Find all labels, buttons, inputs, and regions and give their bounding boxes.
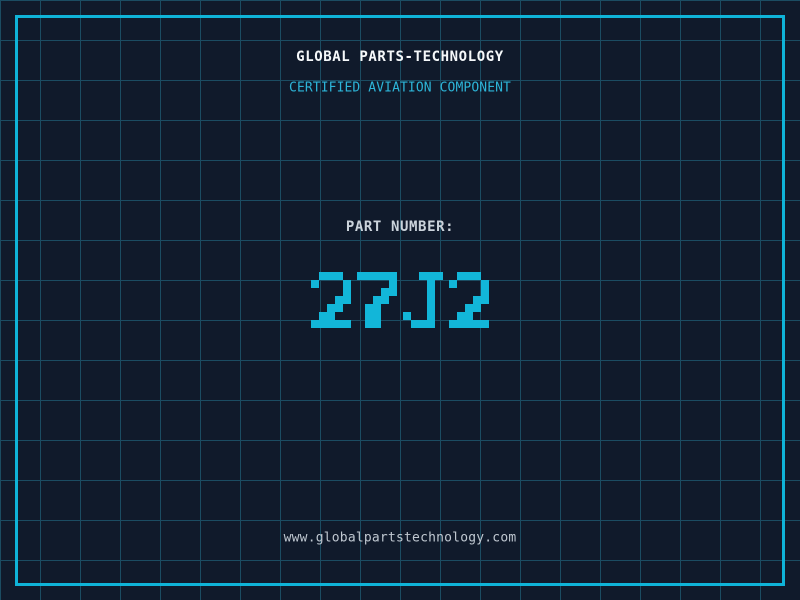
- part-number-pixel-display: [311, 272, 489, 328]
- page-subtitle: CERTIFIED AVIATION COMPONENT: [289, 80, 511, 96]
- page-title: GLOBAL PARTS-TECHNOLOGY: [296, 49, 504, 65]
- pixel-glyph: [311, 272, 351, 328]
- pixel-glyph: [357, 272, 397, 328]
- pixel-glyph: [403, 272, 443, 328]
- footer-url: www.globalpartstechnology.com: [283, 530, 517, 546]
- pixel-glyph: [449, 272, 489, 328]
- part-number-label: PART NUMBER:: [345, 219, 455, 235]
